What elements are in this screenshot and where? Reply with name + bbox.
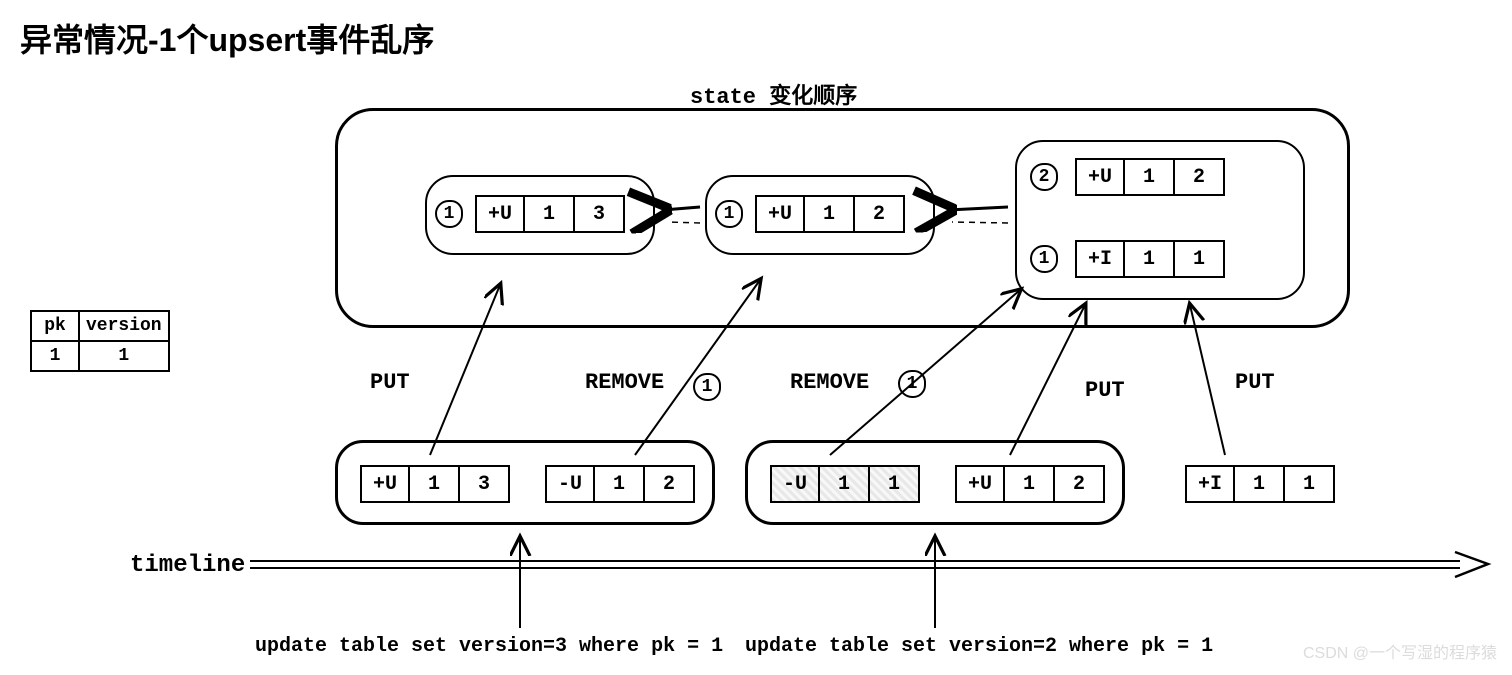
badge-circle: 1 (435, 200, 463, 228)
table-cell-pk: 1 (31, 341, 79, 371)
sql-label: update table set version=3 where pk = 1 (255, 635, 723, 658)
cell: 1 (1175, 240, 1225, 278)
state-label: state 变化顺序 (690, 78, 857, 110)
diagram-title: 异常情况-1个upsert事件乱序 (20, 15, 434, 61)
cell: 3 (575, 195, 625, 233)
cell: 2 (855, 195, 905, 233)
state-row-right-0: +U 1 2 (1075, 158, 1225, 196)
cell: 1 (1125, 240, 1175, 278)
cell: +U (475, 195, 525, 233)
cell: +I (1185, 465, 1235, 503)
cell: +U (755, 195, 805, 233)
cell: -U (770, 465, 820, 503)
cell: 1 (820, 465, 870, 503)
cell: 2 (645, 465, 695, 503)
cell: 1 (525, 195, 575, 233)
cell: 1 (410, 465, 460, 503)
cell: +I (1075, 240, 1125, 278)
pk-version-table: pk version 1 1 (30, 310, 170, 372)
state-row-middle: +U 1 2 (755, 195, 905, 233)
table-header-pk: pk (31, 311, 79, 341)
event-row-hatched: -U 1 1 (770, 465, 920, 503)
event-row-lone: +I 1 1 (1185, 465, 1335, 503)
cell: +U (1075, 158, 1125, 196)
badge-circle: 1 (1030, 245, 1058, 273)
table-header-version: version (79, 311, 169, 341)
op-label-remove: REMOVE (790, 370, 869, 395)
badge-circle: 2 (1030, 163, 1058, 191)
table-cell-version: 1 (79, 341, 169, 371)
badge-circle: 1 (715, 200, 743, 228)
cell: 1 (805, 195, 855, 233)
cell: +U (360, 465, 410, 503)
event-row: -U 1 2 (545, 465, 695, 503)
cell: 1 (870, 465, 920, 503)
op-label-put: PUT (1085, 378, 1125, 403)
cell: 2 (1175, 158, 1225, 196)
op-label-put: PUT (1235, 370, 1275, 395)
op-label-remove: REMOVE (585, 370, 664, 395)
cell: 1 (1125, 158, 1175, 196)
sql-label: update table set version=2 where pk = 1 (745, 635, 1213, 658)
cell: 2 (1055, 465, 1105, 503)
state-row-right-1: +I 1 1 (1075, 240, 1225, 278)
timeline-label: timeline (130, 552, 245, 579)
event-row: +U 1 3 (360, 465, 510, 503)
state-row-left: +U 1 3 (475, 195, 625, 233)
badge-circle: 1 (898, 370, 926, 398)
badge-circle: 1 (693, 373, 721, 401)
cell: 1 (1235, 465, 1285, 503)
event-row: +U 1 2 (955, 465, 1105, 503)
op-label-put: PUT (370, 370, 410, 395)
cell: 1 (1005, 465, 1055, 503)
cell: -U (545, 465, 595, 503)
watermark: CSDN @一个写湿的程序猿 (1303, 639, 1497, 663)
cell: +U (955, 465, 1005, 503)
cell: 1 (595, 465, 645, 503)
cell: 1 (1285, 465, 1335, 503)
cell: 3 (460, 465, 510, 503)
